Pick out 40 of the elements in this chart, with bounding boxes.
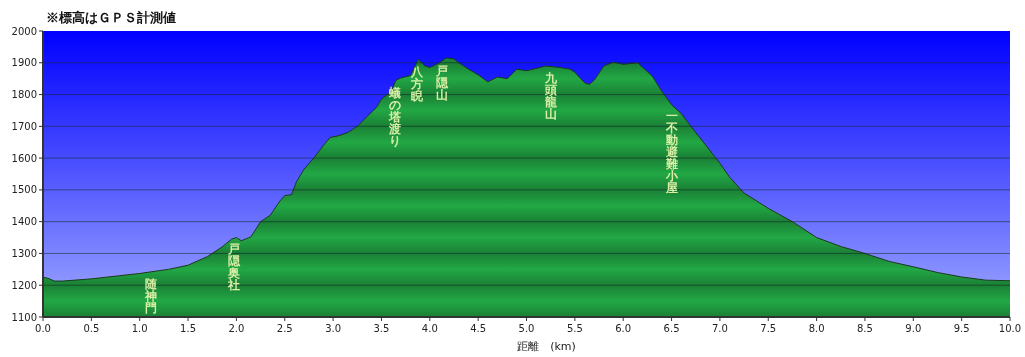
y-tick-label: 2000 [11, 25, 37, 37]
y-tick-label: 1500 [11, 184, 37, 196]
annotation: 蟻の塔渡り [387, 85, 402, 148]
x-tick-label: 7.5 [760, 323, 777, 334]
annotation: 随神門 [144, 276, 159, 315]
y-tick-label: 1700 [11, 120, 37, 132]
x-tick-label: 6.0 [615, 323, 632, 334]
x-tick-label: 3.0 [325, 323, 342, 334]
annotation: 戸隠山 [435, 64, 450, 103]
x-tick-label: 5.5 [566, 323, 583, 334]
chart-title: ※標高はＧＰＳ計測値 [46, 10, 176, 25]
x-tick-label: 3.5 [373, 323, 390, 334]
x-tick-label: 9.0 [905, 323, 922, 334]
annotation: 戸隠奥社 [227, 242, 242, 293]
y-tick-label: 1200 [11, 279, 37, 291]
x-tick-label: 0.0 [35, 323, 51, 334]
x-tick-label: 5.0 [518, 323, 535, 334]
x-tick-label: 10.0 [998, 323, 1022, 334]
x-tick-label: 9.5 [953, 323, 970, 334]
x-tick-label: 2.5 [276, 323, 293, 334]
y-tick-label: 1600 [11, 152, 37, 164]
x-tick-label: 6.5 [663, 323, 680, 334]
x-tick-label: 4.5 [470, 323, 487, 334]
x-tick-label: 2.0 [228, 323, 245, 334]
y-tick-label: 1300 [11, 247, 37, 259]
x-tick-label: 8.5 [857, 323, 873, 334]
y-tick-label: 1100 [11, 311, 37, 323]
annotation: 一不動避難小屋 [664, 108, 679, 195]
y-tick-label: 1400 [11, 216, 37, 228]
x-tick-label: 4.0 [421, 323, 438, 334]
y-tick-label: 1900 [11, 57, 37, 69]
x-tick-label: 7.0 [711, 323, 728, 334]
annotation: 八方睨 [410, 65, 425, 104]
x-tick-label: 1.0 [131, 323, 148, 334]
x-tick-label: 8.0 [808, 323, 825, 334]
y-tick-label: 1800 [11, 89, 37, 101]
x-tick-label: 1.5 [180, 323, 196, 334]
annotation: 九頭龍山 [543, 70, 558, 121]
x-axis-title: 距離 (km) [517, 340, 576, 353]
x-tick-label: 0.5 [83, 323, 100, 334]
